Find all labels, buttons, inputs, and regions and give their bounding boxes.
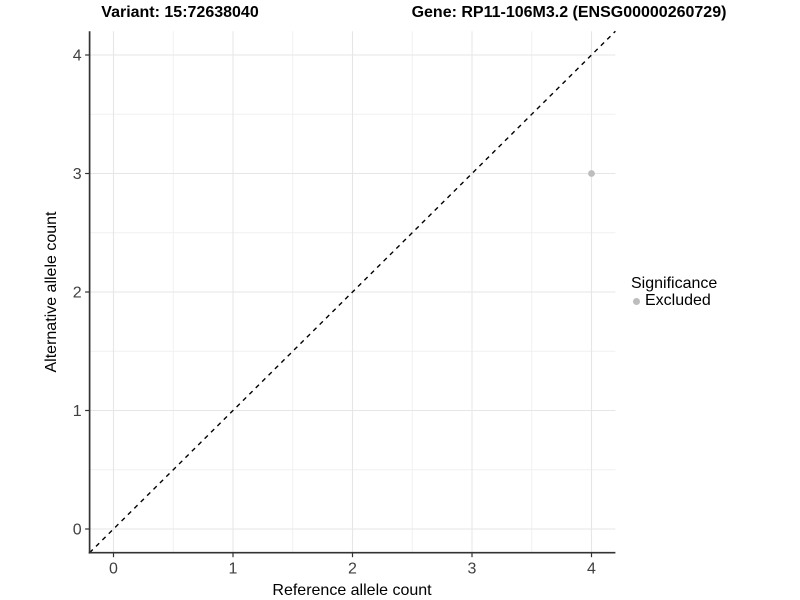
y-tick-label: 4 bbox=[73, 48, 82, 65]
x-tick-label: 2 bbox=[348, 561, 357, 578]
y-tick-label: 1 bbox=[73, 403, 82, 420]
x-tick-label: 3 bbox=[468, 561, 477, 578]
identity-reference-line bbox=[89, 30, 616, 554]
major-gridlines bbox=[89, 31, 616, 553]
data-points bbox=[588, 170, 595, 177]
axis-tick-marks bbox=[85, 54, 593, 558]
y-tick-label: 3 bbox=[73, 166, 82, 183]
axis-tick-labels: 0 1 2 3 4 0 1 2 3 4 bbox=[73, 48, 596, 578]
legend-item-excluded: Excluded bbox=[631, 293, 717, 309]
legend-title: Significance bbox=[631, 275, 718, 292]
legend: Significance Excluded bbox=[631, 275, 717, 309]
excluded-point-icon bbox=[633, 297, 640, 305]
scatter-point bbox=[588, 170, 595, 177]
x-tick-label: 1 bbox=[229, 561, 238, 578]
y-tick-label: 0 bbox=[73, 522, 82, 539]
y-axis-title: Alternative allele count bbox=[43, 211, 60, 373]
x-tick-label: 4 bbox=[587, 561, 596, 578]
legend-item-label: Excluded bbox=[645, 292, 711, 309]
y-tick-label: 2 bbox=[73, 285, 82, 302]
variant-title: Variant: 15:72638040 bbox=[101, 4, 259, 21]
gene-title: Gene: RP11-106M3.2 (ENSG00000260729) bbox=[411, 4, 727, 21]
x-tick-label: 0 bbox=[109, 561, 118, 578]
x-axis-title: Reference allele count bbox=[272, 582, 432, 599]
identity-line bbox=[89, 30, 616, 554]
